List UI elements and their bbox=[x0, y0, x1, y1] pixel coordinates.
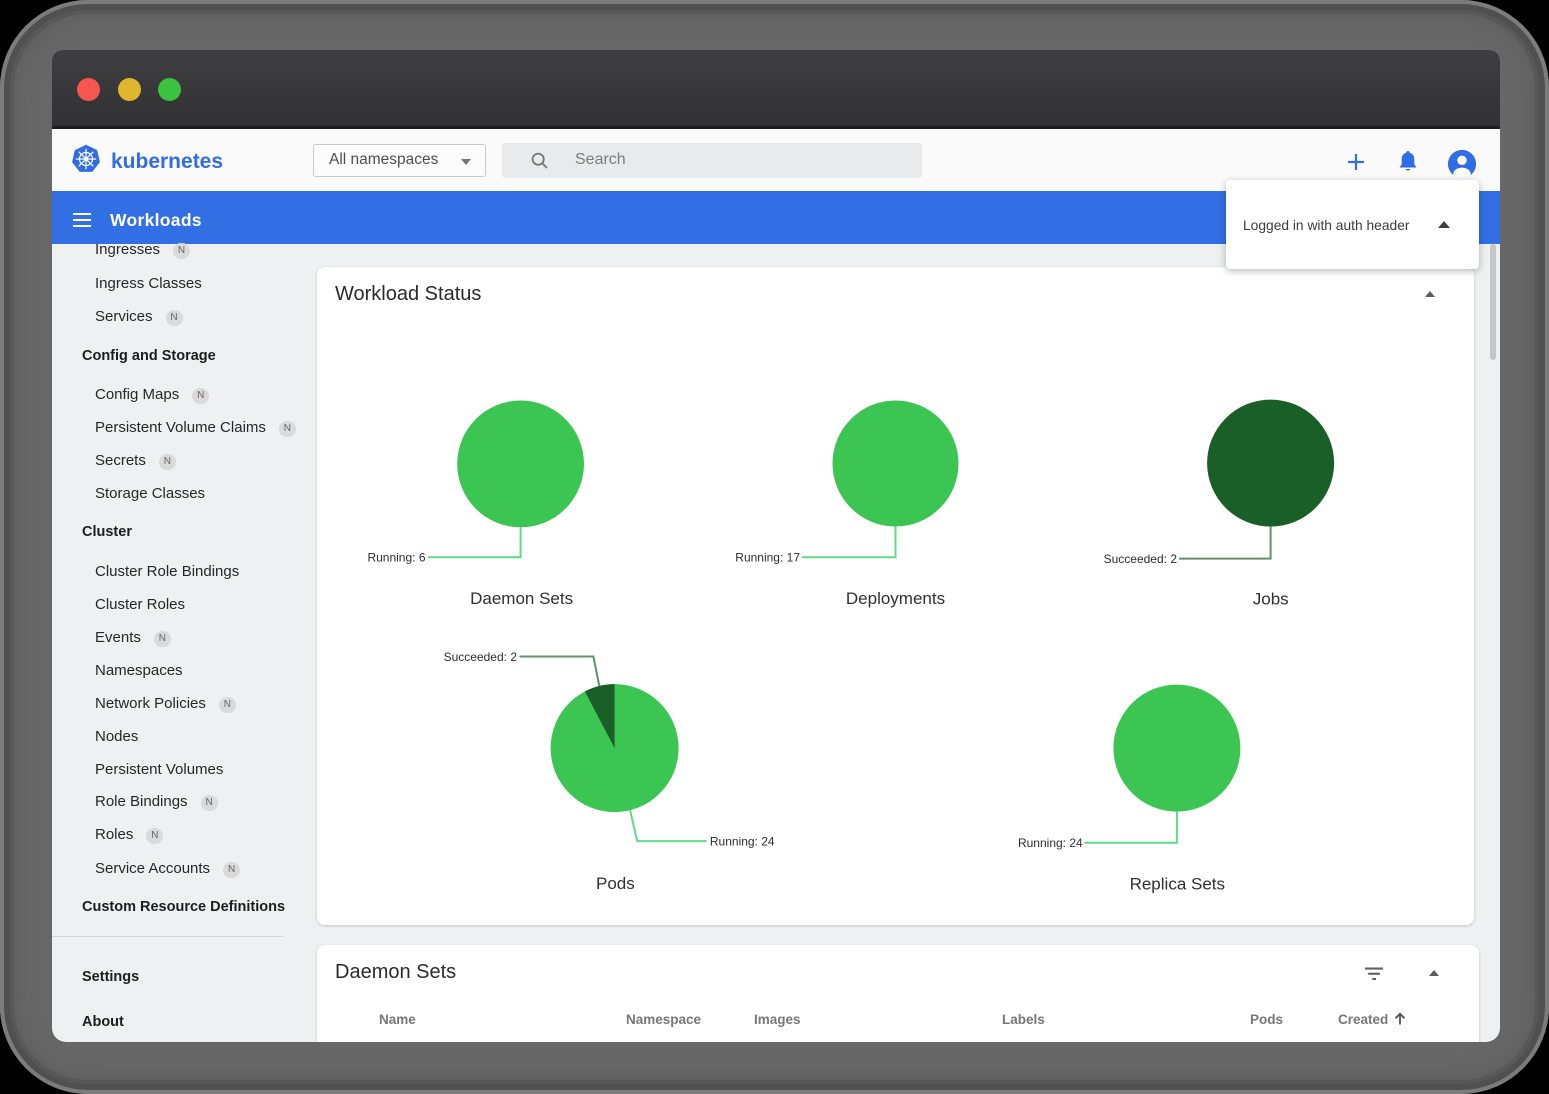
svg-text:Pods: Pods bbox=[596, 874, 635, 893]
svg-text:Running: 17: Running: 17 bbox=[735, 551, 800, 565]
svg-text:Succeeded: 2: Succeeded: 2 bbox=[1104, 552, 1178, 566]
svg-text:Running: 24: Running: 24 bbox=[1018, 836, 1083, 850]
svg-text:Running: 6: Running: 6 bbox=[367, 551, 425, 565]
svg-text:Succeeded: 2: Succeeded: 2 bbox=[444, 650, 518, 664]
svg-text:Running: 24: Running: 24 bbox=[710, 835, 775, 849]
svg-text:Daemon Sets: Daemon Sets bbox=[470, 589, 573, 608]
svg-text:Replica Sets: Replica Sets bbox=[1130, 874, 1225, 893]
svg-text:Deployments: Deployments bbox=[846, 589, 945, 608]
svg-text:Jobs: Jobs bbox=[1253, 590, 1289, 609]
